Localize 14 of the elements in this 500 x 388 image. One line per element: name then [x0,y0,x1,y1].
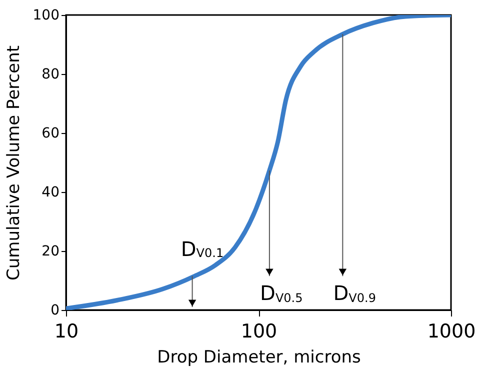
x-tick-label: 10 [54,320,79,342]
y-tick-label: 0 [50,302,60,318]
annotation: DV0.1 [180,237,224,262]
y-tick-label: 20 [42,244,60,260]
y-axis-title: Cumulative Volume Percent [4,45,24,281]
y-tick-label: 60 [42,126,60,142]
y-tick-label: 80 [42,66,60,82]
y-tick-label: 40 [42,184,60,200]
y-tick-label: 100 [32,8,60,24]
x-tick-label: 1000 [427,320,476,342]
x-axis-title: Drop Diameter, microns [157,348,362,368]
x-tick-label: 100 [240,320,278,342]
annotation: DV0.9 [333,281,376,306]
annotation: DV0.5 [260,281,303,306]
